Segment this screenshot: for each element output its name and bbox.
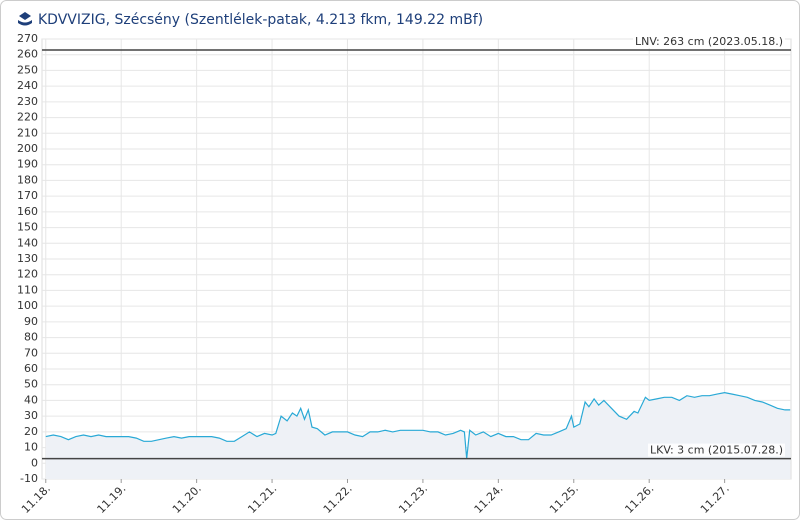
y-tick-label: 230 xyxy=(17,95,38,108)
y-tick-label: 110 xyxy=(17,283,38,296)
logo xyxy=(18,12,32,26)
y-tick-label: 190 xyxy=(17,158,38,171)
y-tick-label: 30 xyxy=(24,409,38,422)
y-tick-label: 270 xyxy=(17,32,38,45)
reference-label: LKV: 3 cm (2015.07.28.) xyxy=(650,444,783,457)
y-tick-label: 150 xyxy=(17,221,38,234)
y-tick-label: 180 xyxy=(17,173,38,186)
y-tick-label: 50 xyxy=(24,378,38,391)
y-tick-label: 130 xyxy=(17,252,38,265)
reference-label-bg xyxy=(632,35,785,48)
y-tick-label: 220 xyxy=(17,111,38,124)
y-tick-label: 90 xyxy=(24,315,38,328)
line xyxy=(45,391,791,459)
y-tick-label: 170 xyxy=(17,189,38,202)
y-tick-label: 160 xyxy=(17,205,38,218)
y-tick-label: 210 xyxy=(17,126,38,139)
chart-title: KDVVIZIG, Szécsény (Szentlélek-patak, 4.… xyxy=(38,12,483,28)
y-tick-label: 240 xyxy=(17,79,38,92)
y-tick-label: 60 xyxy=(24,362,38,375)
y-tick-label: 20 xyxy=(24,425,38,438)
y-tick-label: 140 xyxy=(17,236,38,249)
reference-label: LNV: 263 cm (2023.05.18.) xyxy=(635,35,783,48)
y-tick-label: 0 xyxy=(31,456,38,469)
y-tick-label: 10 xyxy=(24,441,38,454)
y-tick-label: 260 xyxy=(17,48,38,61)
y-tick-label: 40 xyxy=(24,393,38,406)
y-tick-label: 120 xyxy=(17,268,38,281)
reference-label-bg xyxy=(648,443,785,457)
area xyxy=(45,392,791,479)
y-tick-label: -10 xyxy=(20,472,38,485)
y-tick-label: 100 xyxy=(17,299,38,312)
y-tick-label: 250 xyxy=(17,63,38,76)
y-tick-label: 200 xyxy=(17,142,38,155)
y-tick-label: 70 xyxy=(24,346,38,359)
y-tick-label: 80 xyxy=(24,331,38,344)
